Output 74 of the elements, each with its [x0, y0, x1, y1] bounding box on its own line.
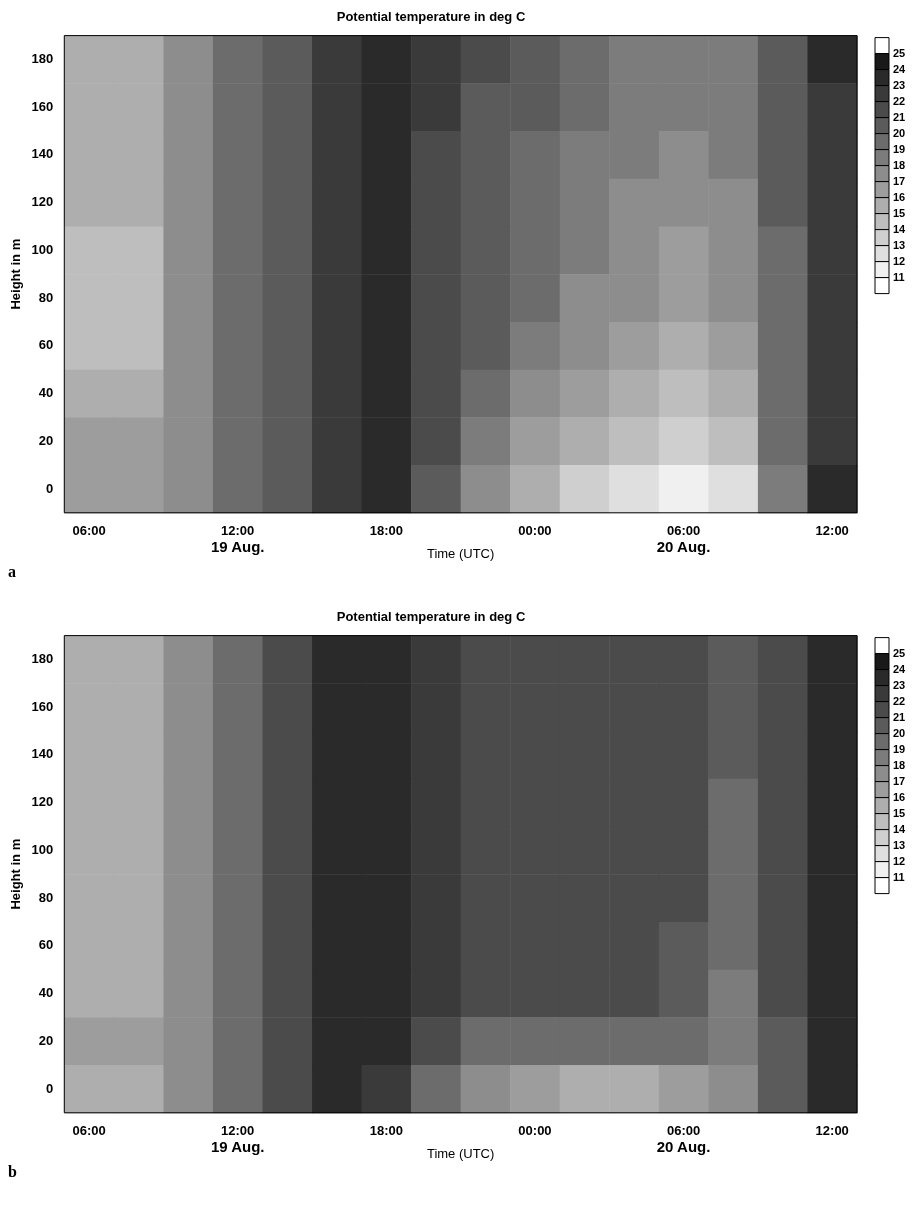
x-tick-label: 18:00	[369, 523, 403, 539]
color-bar-label: 14	[893, 822, 907, 835]
x-tick-label: 18:00	[369, 1123, 403, 1139]
chart-title: Potential temperature in deg C	[336, 9, 526, 25]
color-bar-label: 11	[893, 270, 905, 283]
x-tick-label: 00:00	[518, 523, 552, 539]
x-tick-label: 06:00	[666, 523, 701, 539]
text: b	[8, 1162, 17, 1180]
color-bar-label: 25	[893, 46, 906, 59]
color-bar-label: 22	[893, 94, 906, 107]
y-tick-label: 20	[38, 1032, 54, 1048]
y-tick-label: 140	[31, 146, 54, 162]
y-tick-label: 180	[31, 651, 54, 667]
y-axis-title: Height in m	[8, 838, 24, 910]
x-tick-label: 06:00	[72, 523, 106, 539]
x-tick-label: 00:00	[518, 1123, 552, 1139]
color-bar-label: 23	[893, 678, 906, 691]
color-bar-label: 23	[893, 78, 906, 91]
color-bar-label: 19	[893, 142, 906, 155]
y-tick-label: 60	[38, 937, 54, 953]
text: 19 Aug.	[210, 538, 265, 556]
color-bar-label: 12	[893, 254, 906, 267]
x-tick-label: 12:00	[221, 523, 255, 539]
y-tick-label: 160	[31, 98, 54, 114]
text: 20 Aug.	[656, 1138, 711, 1156]
y-tick-label: 0	[46, 480, 54, 496]
y-tick-label: 60	[38, 337, 54, 353]
y-tick-label: 120	[31, 794, 54, 810]
x-axis-title: Time (UTC)	[426, 1145, 495, 1161]
x-tick-label: 12:00	[815, 1123, 849, 1139]
color-bar-label: 15	[893, 206, 906, 219]
y-tick-label: 40	[38, 985, 54, 1001]
color-bar-label: 15	[893, 806, 906, 819]
color-bar-label: 20	[893, 726, 906, 739]
color-bar-label: 18	[893, 758, 906, 771]
x-axis-title: Time (UTC)	[426, 545, 495, 561]
y-tick-label: 100	[31, 241, 54, 257]
x-tick-label: 06:00	[72, 1123, 106, 1139]
y-tick-label: 20	[38, 432, 54, 448]
color-bar-label: 22	[893, 694, 906, 707]
color-bar-label: 20	[893, 126, 906, 139]
color-bar-label: 24	[893, 62, 907, 75]
color-bar-label: 14	[893, 222, 907, 235]
color-bar-label: 13	[893, 838, 906, 851]
chart-title: Potential temperature in deg C	[336, 609, 526, 625]
y-tick-label: 160	[31, 698, 54, 714]
text: 20 Aug.	[656, 538, 711, 556]
color-bar-label: 24	[893, 662, 907, 675]
x-tick-label: 12:00	[815, 523, 849, 539]
color-bar-label: 21	[893, 710, 906, 723]
y-tick-label: 0	[46, 1080, 54, 1096]
y-tick-label: 120	[31, 194, 54, 210]
color-bar-label: 16	[893, 190, 906, 203]
color-bar-label: 12	[893, 854, 906, 867]
color-bar-label: 17	[893, 774, 906, 787]
color-bar-label: 18	[893, 158, 906, 171]
color-bar-label: 11	[893, 870, 905, 883]
x-tick-label: 06:00	[666, 1123, 701, 1139]
color-bar-label: 21	[893, 110, 906, 123]
y-tick-label: 140	[31, 746, 54, 762]
y-axis-title: Height in m	[8, 238, 24, 310]
y-tick-label: 180	[31, 51, 54, 67]
x-tick-label: 12:00	[221, 1123, 255, 1139]
color-bar-label: 13	[893, 238, 906, 251]
y-tick-label: 40	[38, 385, 54, 401]
color-bar-label: 19	[893, 742, 906, 755]
color-bar-label: 17	[893, 174, 906, 187]
text: 19 Aug.	[210, 1138, 265, 1156]
color-bar-label: 25	[893, 646, 906, 659]
y-tick-label: 80	[38, 289, 54, 305]
y-tick-label: 80	[38, 889, 54, 905]
color-bar-label: 16	[893, 790, 906, 803]
y-tick-label: 100	[31, 841, 54, 857]
text: a	[8, 562, 16, 580]
